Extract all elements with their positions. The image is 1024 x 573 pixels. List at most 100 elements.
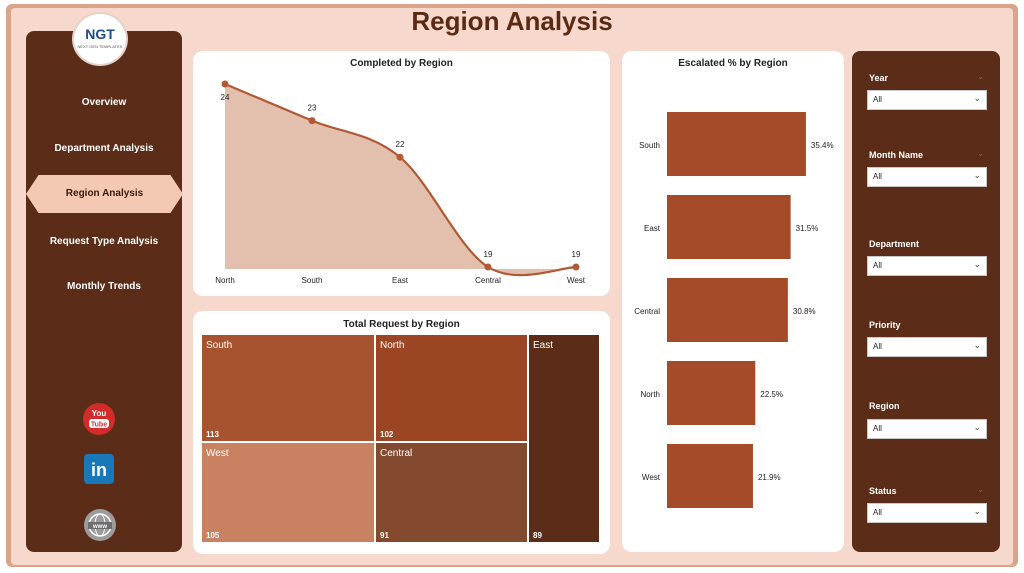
youtube-icon[interactable]: You Tube [83,403,115,435]
logo: NGT NEXT GEN TEMPLATES [72,12,128,66]
chevron-down-icon: ⌄ [973,170,981,180]
data-label: 23 [308,104,317,113]
data-label: 24 [221,93,230,102]
y-tick-label: Central [634,307,660,316]
data-point[interactable] [484,263,492,271]
filter-label-priority: Priority [869,320,901,330]
treemap-cell[interactable] [376,443,527,542]
svg-text:www: www [92,524,107,530]
filter-value: All [873,342,882,351]
bar[interactable] [667,444,753,508]
treemap-label: North [380,340,404,351]
data-label: 22 [396,140,405,149]
treemap-cell[interactable] [376,335,527,441]
logo-text: NGT [85,26,115,42]
x-tick-label: West [567,276,586,285]
total-request-treemap: South 113 North 102 East 89 West 105 Central 91 [202,335,599,542]
data-point[interactable] [308,117,316,125]
filter-value: All [873,424,882,433]
data-label: 19 [484,250,493,259]
y-tick-label: East [644,224,661,233]
nav-item-monthly-trends[interactable]: Monthly Trends [67,281,141,292]
filter-label-year: Year [869,73,889,83]
chevron-down-icon[interactable]: ⌄ [977,149,984,158]
area-fill [225,84,576,276]
nav-item-department-analysis[interactable]: Department Analysis [54,143,154,154]
data-label: 30.8% [793,307,816,316]
filter-value: All [873,508,882,517]
data-point[interactable] [396,153,404,161]
treemap-label: East [533,340,553,351]
y-tick-label: West [642,473,661,482]
chevron-down-icon: ⌄ [973,340,981,350]
treemap-value: 113 [206,430,219,439]
website-icon[interactable]: www [84,509,116,541]
filter-value: All [873,172,882,181]
filter-value: All [873,261,882,270]
data-label: 21.9% [758,473,781,482]
nav-item-request-type-analysis[interactable]: Request Type Analysis [49,236,159,247]
filter-label-status: Status [869,486,897,496]
x-tick-label: East [392,276,409,285]
chart-title: Escalated % by Region [678,58,788,69]
chart-title: Completed by Region [350,58,453,69]
svg-text:Tube: Tube [91,422,107,429]
escalated-by-region-chart: South 35.4% East 31.5% Central 30.8% North 22.5… [634,112,834,508]
chevron-down-icon: ⌄ [973,422,981,432]
completed-by-region-chart: 24 North 23 South 22 East 19 Central 19 West [215,80,586,285]
filter-select-department[interactable]: All ⌄ [867,256,987,276]
filter-panel: Year ⌄ All ⌄ Month Name ⌄ All ⌄ Department All ⌄ Pr… [852,51,1000,552]
total-request-by-region-card: Total Request by Region South 113 North 102… [193,311,610,554]
filter-label-department: Department [869,239,920,249]
bar[interactable] [667,195,791,259]
filter-select-month-name[interactable]: All ⌄ [867,167,987,187]
chevron-down-icon: ⌄ [973,93,981,103]
svg-text:in: in [91,460,107,480]
linkedin-icon[interactable]: in [84,454,114,484]
chevron-down-icon[interactable]: ⌄ [977,72,984,81]
nav-item-region-analysis[interactable]: Region Analysis [26,175,183,213]
y-tick-label: South [639,141,660,150]
treemap-cell[interactable] [202,443,374,542]
filter-select-region[interactable]: All ⌄ [867,419,987,439]
filter-label-region: Region [869,401,900,411]
treemap-value: 102 [380,430,394,439]
y-tick-label: North [640,390,660,399]
bar[interactable] [667,361,756,425]
escalated-by-region-card: Escalated % by Region South 35.4% East 31.5… [622,51,844,552]
series-line [224,82,577,277]
svg-text:You: You [92,409,107,418]
chevron-down-icon: ⌄ [973,506,981,516]
filter-label-month-name: Month Name [869,150,923,160]
data-label: 19 [572,250,581,259]
x-tick-label: South [302,276,323,285]
treemap-label: Central [380,448,412,459]
nav-item-overview[interactable]: Overview [81,97,127,108]
filter-select-priority[interactable]: All ⌄ [867,337,987,357]
treemap-label: West [206,448,229,459]
treemap-value: 105 [206,531,220,540]
data-label: 35.4% [811,141,834,150]
nav-item-label: Region Analysis [65,188,144,199]
x-tick-label: North [215,276,235,285]
chevron-down-icon[interactable]: ⌄ [977,485,984,494]
bar[interactable] [667,112,806,176]
treemap-cell[interactable] [529,335,599,542]
filter-select-year[interactable]: All ⌄ [867,90,987,110]
x-tick-label: Central [475,276,501,285]
bar[interactable] [667,278,788,342]
logo-subtext: NEXT GEN TEMPLATES [77,44,123,49]
data-point[interactable] [221,80,229,88]
chevron-down-icon: ⌄ [973,259,981,269]
completed-by-region-card: Completed by Region 24 North 23 South 22 East… [193,51,610,296]
treemap-value: 89 [533,531,542,540]
treemap-label: South [206,340,232,351]
treemap-cell[interactable] [202,335,374,441]
filter-select-status[interactable]: All ⌄ [867,503,987,523]
chart-title: Total Request by Region [343,319,460,330]
page-title: Region Analysis [411,6,613,36]
data-label: 31.5% [796,224,819,233]
data-label: 22.5% [760,390,783,399]
data-point[interactable] [572,263,580,271]
treemap-value: 91 [380,531,389,540]
